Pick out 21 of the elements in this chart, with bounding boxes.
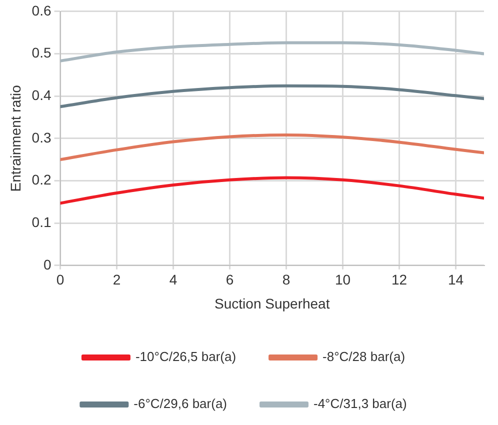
- x-tick-label: 14: [448, 272, 464, 288]
- y-tick-label: 0.6: [32, 2, 52, 18]
- x-tick-label: 0: [56, 272, 64, 288]
- x-tick-label: 12: [391, 272, 408, 288]
- x-tick-label: 10: [334, 272, 351, 288]
- x-axis-title: Suction Superheat: [214, 295, 330, 312]
- y-tick-label: 0.4: [32, 86, 52, 103]
- legend-label: -6°C/29,6 bar(a): [134, 396, 228, 412]
- x-tick-label: 2: [112, 272, 121, 288]
- y-tick-label: 0: [43, 256, 52, 272]
- y-tick-label: 0.2: [32, 172, 52, 188]
- x-tick-label: 8: [282, 272, 290, 288]
- y-tick-label: 0.5: [32, 44, 52, 61]
- y-tick-label: 0.1: [32, 214, 52, 230]
- x-tick-label: 4: [169, 272, 178, 288]
- legend-label: -8°C/28 bar(a): [322, 349, 406, 364]
- y-tick-label: 0.3: [32, 129, 52, 146]
- legend-label: -4°C/31,3 bar(a): [314, 396, 407, 412]
- x-tick-label: 6: [226, 272, 234, 288]
- legend-label: -10°C/26,5 bar(a): [135, 349, 236, 364]
- y-axis-title: Entrainment ratio: [7, 84, 24, 192]
